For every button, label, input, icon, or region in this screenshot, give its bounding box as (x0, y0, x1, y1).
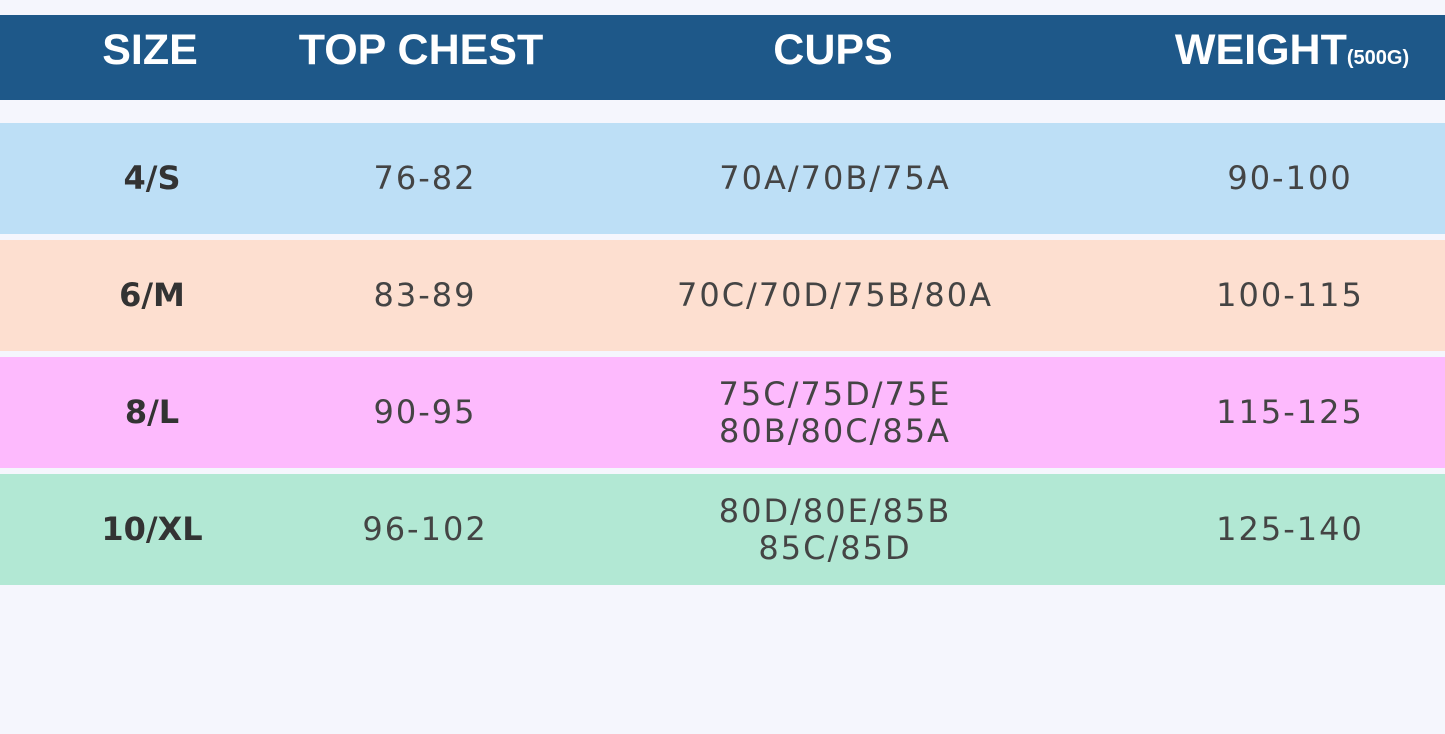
cell-weight: 90-100 (1227, 159, 1353, 197)
header-weight: WEIGHT(500G) (1175, 15, 1409, 100)
cell-top-chest: 83-89 (373, 276, 477, 314)
cell-weight: 100-115 (1216, 276, 1364, 314)
header-bar: SIZE TOP CHEST CUPS WEIGHT(500G) (0, 15, 1445, 100)
cell-top-chest: 96-102 (362, 510, 488, 548)
cell-size: 10/XL (101, 510, 203, 548)
header-top-chest: TOP CHEST (298, 26, 544, 74)
cell-weight: 125-140 (1216, 510, 1364, 548)
table-row: 8/L 90-95 75C/75D/75E 80B/80C/85A 115-125 (0, 357, 1445, 468)
cup-line: 70C/70D/75B/80A (676, 276, 994, 314)
weight-label: WEIGHT (1174, 26, 1347, 74)
header-cups: CUPS (773, 26, 893, 74)
header-size: SIZE (102, 26, 198, 74)
cup-line: 70A/70B/75A (719, 159, 951, 197)
cell-cups: 70A/70B/75A (719, 123, 950, 234)
table-row: 6/M 83-89 70C/70D/75B/80A 100-115 (0, 240, 1445, 351)
cell-top-chest: 76-82 (373, 159, 477, 197)
table-row: 4/S 76-82 70A/70B/75A 90-100 (0, 123, 1445, 234)
table-row: 10/XL 96-102 80D/80E/85B 85C/85D 125-140 (0, 474, 1445, 585)
cell-weight: 115-125 (1216, 393, 1364, 431)
cell-size: 6/M (119, 276, 185, 314)
cup-line: 85C/85D (758, 528, 912, 567)
cup-line: 80B/80C/85A (719, 411, 951, 450)
cup-line: 75C/75D/75E (718, 374, 952, 413)
weight-unit: (500G) (1346, 47, 1410, 69)
cell-cups: 75C/75D/75E 80B/80C/85A (719, 357, 952, 468)
cell-cups: 70C/70D/75B/80A (677, 240, 993, 351)
cell-top-chest: 90-95 (373, 393, 477, 431)
cell-size: 8/L (124, 393, 180, 431)
cell-size: 4/S (123, 159, 181, 197)
cell-cups: 80D/80E/85B 85C/85D (719, 474, 952, 585)
cup-line: 80D/80E/85B (718, 491, 952, 530)
